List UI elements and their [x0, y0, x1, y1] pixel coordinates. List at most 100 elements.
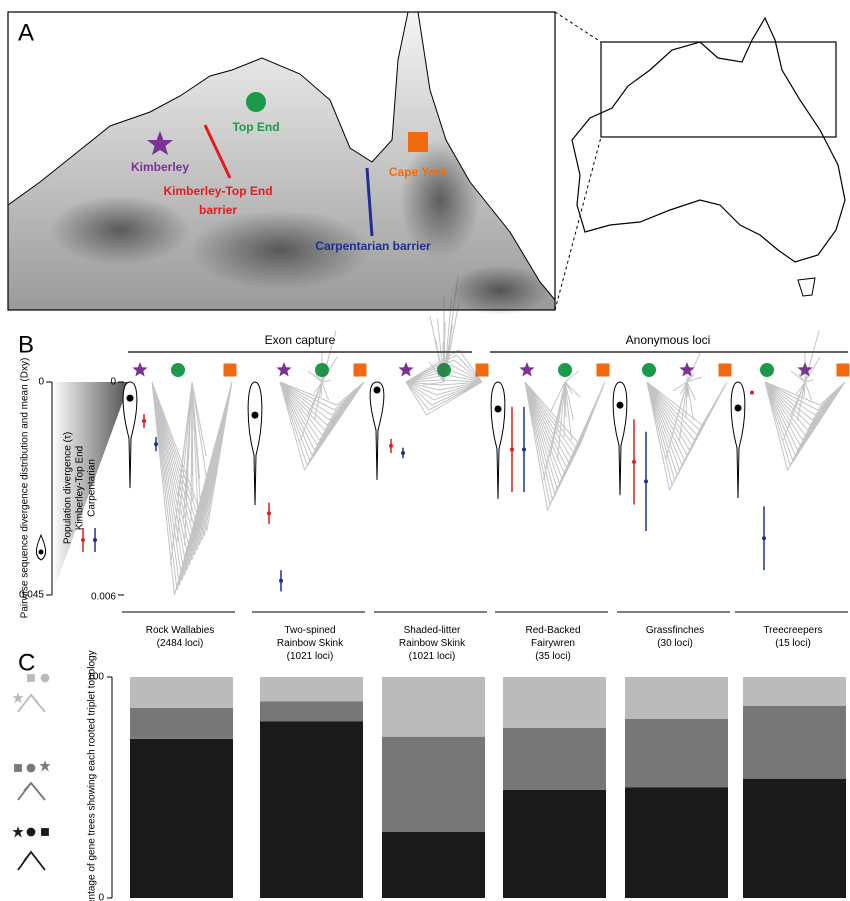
locality-icon: [679, 362, 695, 377]
panel-label: A: [18, 19, 34, 46]
taxon-panel: [730, 330, 850, 613]
bar-segment: [382, 831, 485, 898]
violin: [369, 381, 385, 481]
category-label: Two-spined Rainbow Skink (1021 loci): [276, 625, 344, 662]
bar-segment: [743, 677, 846, 706]
dxy-mean: [616, 401, 624, 409]
y-axis-label: Percentage of gene trees showing each ro…: [87, 650, 98, 901]
y2-axis-label: Population divergence (τ): [63, 432, 74, 544]
dxy-mean: [373, 386, 381, 394]
violin: [247, 381, 263, 506]
category-label: Rock Wallabies (2484 loci): [145, 625, 215, 649]
tau-point: [154, 442, 158, 447]
tau-point: [522, 447, 526, 452]
y-axis-label: Pairwise sequence divergence distributio…: [20, 358, 31, 619]
map-label: Carpentarian barrier: [315, 239, 431, 253]
y-tick-label: 100: [87, 672, 104, 683]
tau-point: [401, 451, 405, 455]
bar-segment: [625, 787, 728, 898]
panel-label: B: [18, 331, 34, 358]
y-tick-label: 0: [38, 377, 44, 388]
bar-segment: [130, 677, 233, 708]
taxon-panel: [369, 275, 489, 613]
locality-icon: [398, 362, 414, 377]
gene-trees: [764, 330, 846, 472]
category-label: Red-Backed Fairywren (35 loci): [525, 625, 581, 662]
bar-segment: [130, 707, 233, 739]
gene-trees: [524, 370, 606, 512]
locality-icon: [760, 363, 774, 377]
tau-point: [389, 443, 393, 448]
locality-icon: [315, 363, 329, 377]
bar-segment: [260, 721, 363, 898]
map-label: barrier: [199, 203, 237, 217]
legend-label: Kimberley-Top End: [75, 446, 86, 530]
map-label: Cape York: [389, 165, 448, 179]
map-label: Kimberley-Top End: [163, 184, 272, 198]
locality-icon: [642, 363, 656, 377]
bar-segment: [382, 677, 485, 737]
gene-trees: [151, 381, 233, 596]
gene-trees: [279, 330, 365, 472]
gene-trees: [405, 275, 483, 416]
violin: [730, 381, 746, 499]
bar-segment: [625, 677, 728, 719]
legend-label: Carpentarian: [87, 459, 98, 517]
dxy-mean: [251, 411, 259, 419]
locality-icon: [223, 363, 237, 377]
bar-segment: [503, 789, 606, 898]
locality-icon: [353, 363, 367, 377]
tau-point: [142, 419, 146, 424]
violin: [122, 381, 138, 489]
dxy-mean: [126, 394, 134, 402]
tau-point: [632, 459, 636, 464]
map-label: Top End: [232, 120, 279, 134]
locality-icon: [475, 363, 489, 377]
locality-icon: [718, 363, 732, 377]
locality-icon: [519, 362, 535, 377]
taxon-panel: [247, 330, 367, 613]
bar-segment: [503, 727, 606, 790]
violin: [490, 381, 506, 499]
panel-label: C: [18, 649, 35, 676]
australia-inset: [554, 11, 846, 311]
bar-segment: [260, 677, 363, 702]
bar-segment: [743, 778, 846, 898]
map-label: Kimberley: [131, 160, 189, 174]
category-label: Treecreepers (15 loci): [763, 625, 823, 649]
locality-icon: [171, 363, 185, 377]
taxon-panel: [122, 362, 237, 613]
locality-icon: [437, 363, 451, 377]
tau-point: [644, 479, 648, 484]
category-label: Shaded-litter Rainbow Skink (1021 loci): [398, 625, 466, 662]
tau-point: [750, 390, 754, 395]
bar-segment: [743, 705, 846, 779]
tau-point: [762, 536, 766, 541]
locality-icon: [836, 363, 850, 377]
locality-icon: [596, 363, 610, 377]
locality-icon: [797, 362, 813, 377]
bar-segment: [382, 736, 485, 832]
tau-point: [279, 578, 283, 583]
group-label: Exon capture: [265, 333, 336, 347]
locality-icon: [558, 363, 572, 377]
dxy-mean: [734, 404, 742, 412]
group-label: Anonymous loci: [626, 333, 711, 347]
gene-trees: [646, 350, 728, 492]
taxon-panel: [490, 362, 610, 613]
map: [7, 11, 556, 315]
category-label: Grassfinches (30 loci): [645, 625, 705, 649]
bar-segment: [260, 701, 363, 722]
y2-tick-label: 0.006: [91, 592, 116, 603]
y2-tick-label: 0: [110, 377, 116, 388]
tau-point: [510, 447, 514, 452]
y-tick-label: 0: [98, 893, 104, 901]
y-tick-label: 0.045: [19, 590, 44, 601]
topology-icons: [12, 673, 51, 871]
locality-icon: [276, 362, 292, 377]
bar-segment: [130, 738, 233, 898]
locality-icon: [132, 362, 148, 377]
bar-segment: [503, 677, 606, 728]
